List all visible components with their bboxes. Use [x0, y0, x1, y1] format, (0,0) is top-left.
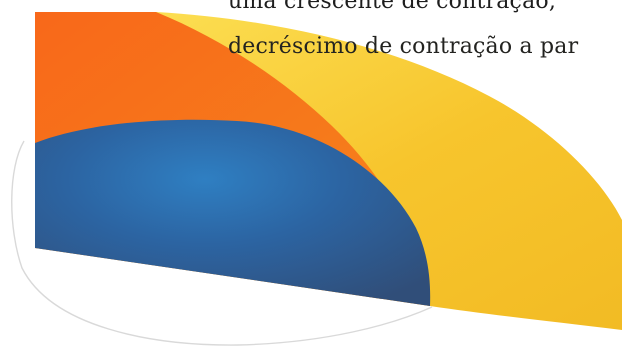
paragraph-line-2: decréscimo de contração a par [228, 34, 579, 59]
paragraph-line-1: uma crescente de contração, [228, 0, 557, 14]
blue-core [35, 119, 431, 307]
outer-outline [11, 140, 433, 346]
